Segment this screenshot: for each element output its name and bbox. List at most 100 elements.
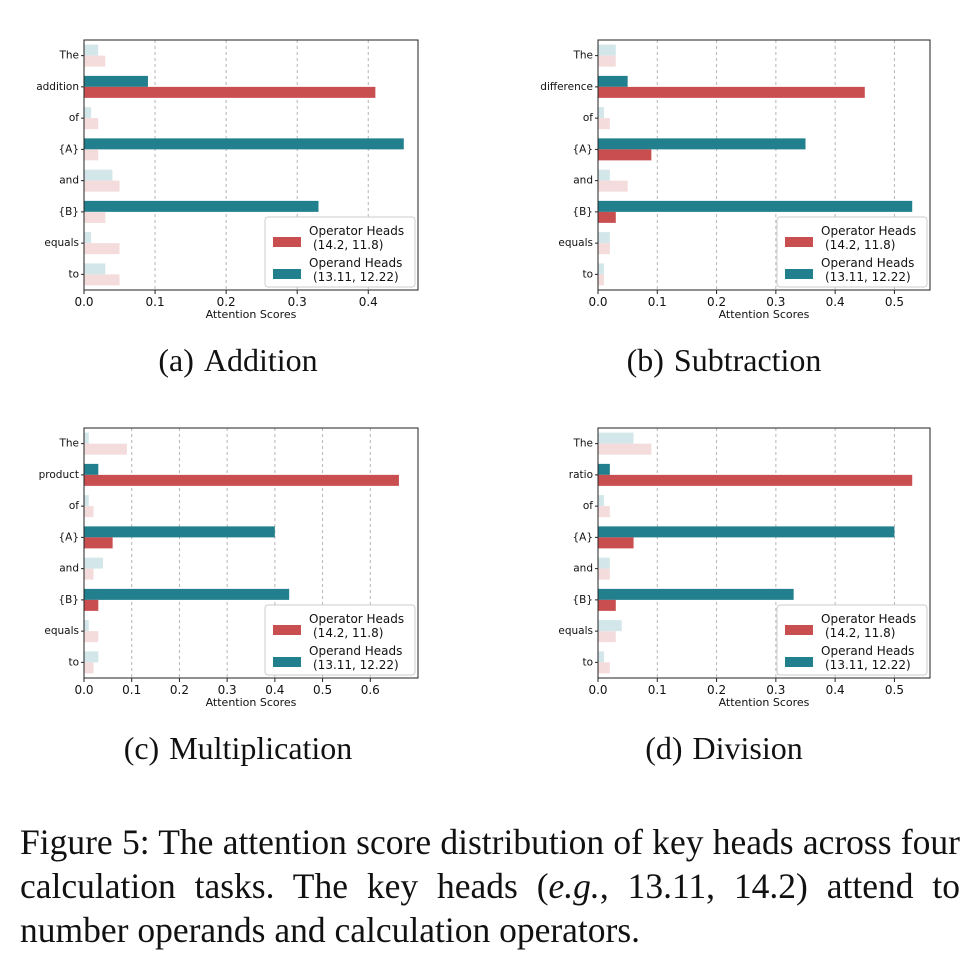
y-tick-label: and — [573, 563, 593, 575]
y-tick-label: equals — [558, 237, 593, 249]
x-tick-label: 0.3 — [766, 295, 785, 309]
y-tick-label: The — [572, 50, 593, 62]
x-tick-label: 0.2 — [707, 295, 726, 309]
panel-division: The ratio of {A} and {B} equals to 0.0 0.1 0.2 0.3 0… — [486, 388, 972, 766]
bar-operator-addition — [84, 86, 376, 98]
bar-operator-of — [598, 506, 610, 518]
y-tick-label: ratio — [569, 469, 593, 481]
x-tick-label: 0.1 — [648, 295, 667, 309]
plot-frame — [597, 39, 931, 291]
bar-operand-addition — [84, 75, 148, 87]
bar-operand-ratio — [598, 463, 610, 475]
x-tick-label: 0.5 — [885, 295, 904, 309]
legend-heads: (13.11, 12.22) — [825, 270, 911, 284]
bar-operator-to — [598, 274, 604, 286]
y-tick-label: equals — [44, 237, 79, 249]
bar-operator-and — [84, 180, 120, 192]
bar-operand-difference — [598, 75, 628, 87]
y-tick-label: {B} — [58, 206, 79, 218]
bar-operator-equals — [84, 631, 99, 643]
bar-operator-{B} — [598, 211, 616, 223]
legend-label: Operator Heads — [309, 612, 404, 626]
chart-multiplication: The product of {A} and {B} equals to 0.0 0.1 0.2 0.… — [39, 427, 419, 709]
legend-swatch — [273, 237, 301, 247]
y-tick-label: The — [572, 438, 593, 450]
bar-operator-The — [598, 443, 652, 455]
y-tick-label: equals — [558, 625, 593, 637]
bar-operator-equals — [598, 631, 616, 643]
legend-heads: (13.11, 12.22) — [313, 270, 399, 284]
bar-operator-and — [84, 568, 94, 580]
legend-heads: (14.2, 11.8) — [313, 238, 383, 252]
bar-operand-of — [598, 495, 604, 507]
bar-operand-equals — [84, 620, 89, 632]
bar-operand-to — [84, 651, 99, 663]
y-tick-label: {A} — [572, 531, 593, 543]
x-tick-label: 0.5 — [313, 683, 332, 697]
bar-operator-The — [598, 55, 616, 67]
x-tick-label: 0.4 — [265, 683, 284, 697]
legend-heads: (14.2, 11.8) — [313, 626, 383, 640]
bar-operator-{B} — [598, 599, 616, 611]
x-tick-label: 0.0 — [588, 295, 607, 309]
plot-frame — [83, 427, 419, 679]
x-tick-label: 0.2 — [707, 683, 726, 697]
x-tick-label: 0.0 — [74, 683, 93, 697]
bar-operator-{B} — [84, 599, 99, 611]
panel-subtraction: The difference of {A} and {B} equals to 0.0 0.1 0.… — [486, 0, 972, 378]
bar-operator-{B} — [84, 211, 106, 223]
bar-operator-The — [84, 55, 106, 67]
bar-operator-{A} — [84, 537, 113, 549]
y-tick-label: addition — [36, 81, 79, 93]
legend-swatch — [785, 625, 813, 635]
x-tick-label: 0.1 — [648, 683, 667, 697]
bar-operand-and — [84, 169, 113, 181]
y-tick-label: {B} — [58, 594, 79, 606]
chart-division: The ratio of {A} and {B} equals to 0.0 0.1 0.2 0.3 0… — [558, 427, 931, 709]
bar-operator-{A} — [84, 149, 99, 161]
bar-operator-{A} — [598, 537, 634, 549]
bar-operator-equals — [84, 243, 120, 255]
legend — [776, 604, 928, 676]
legend-label: Operator Heads — [309, 224, 404, 238]
y-tick-label: and — [59, 175, 79, 187]
bar-operand-The — [84, 432, 89, 444]
bar-operand-The — [598, 432, 634, 444]
caption-text-1: The attention score distribution of key … — [20, 822, 960, 906]
bar-operand-to — [598, 651, 604, 663]
x-axis-label: Attention Scores — [719, 308, 810, 321]
y-tick-label: to — [582, 268, 593, 280]
x-tick-label: 0.1 — [146, 295, 165, 309]
legend-label: Operand Heads — [309, 644, 402, 658]
bar-operator-to — [598, 662, 610, 674]
bar-operand-product — [84, 463, 99, 475]
figure-caption: Figure 5: The attention score distributi… — [20, 820, 960, 952]
bar-operand-{B} — [84, 588, 290, 600]
legend-heads: (13.11, 12.22) — [313, 658, 399, 672]
y-tick-label: difference — [540, 81, 593, 93]
caption-label: Figure 5: — [20, 822, 150, 862]
bar-operand-and — [598, 169, 610, 181]
legend-swatch — [273, 269, 301, 279]
bar-operand-equals — [598, 620, 622, 632]
legend-heads: (14.2, 11.8) — [825, 238, 895, 252]
legend-swatch — [273, 625, 301, 635]
legend-swatch — [273, 657, 301, 667]
chart-subtraction: The difference of {A} and {B} equals to 0.0 0.1 0.… — [540, 39, 931, 321]
legend-label: Operator Heads — [821, 224, 916, 238]
x-tick-label: 0.1 — [122, 683, 141, 697]
plot-frame — [597, 427, 931, 679]
x-tick-label: 0.5 — [885, 683, 904, 697]
bar-operand-{A} — [84, 138, 404, 150]
legend-label: Operand Heads — [309, 256, 402, 270]
y-tick-label: to — [68, 656, 79, 668]
subcaption-division: (d) Division — [645, 730, 803, 766]
legend — [776, 216, 928, 288]
y-tick-label: of — [583, 500, 593, 512]
x-tick-label: 0.0 — [74, 295, 93, 309]
x-axis-label: Attention Scores — [206, 308, 297, 321]
bar-operator-{A} — [598, 149, 652, 161]
bar-operator-to — [84, 274, 120, 286]
y-tick-label: equals — [44, 625, 79, 637]
bar-operator-The — [84, 443, 127, 455]
